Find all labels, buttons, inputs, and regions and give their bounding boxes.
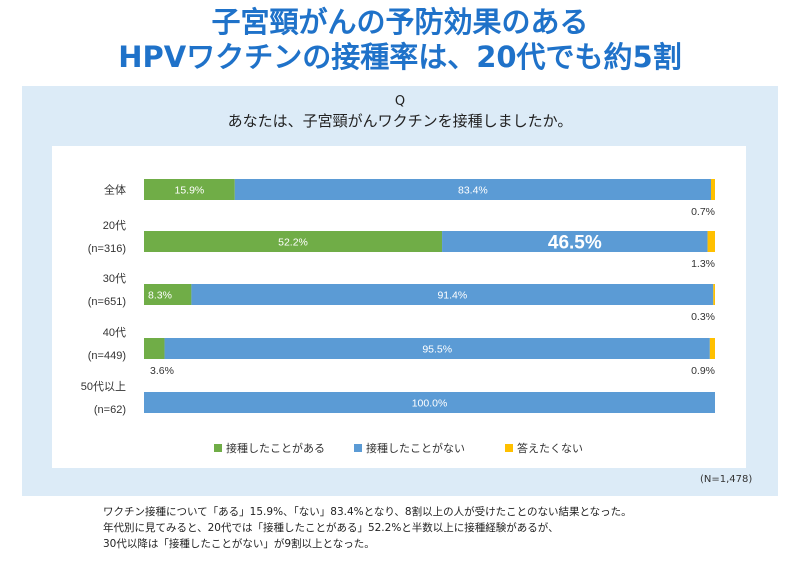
data-label: 91.4% bbox=[437, 290, 467, 302]
category-label: 40代 bbox=[103, 326, 126, 339]
category-label: 30代 bbox=[103, 272, 126, 285]
data-label: 15.9% bbox=[175, 185, 205, 197]
bar-segment bbox=[144, 179, 235, 200]
category-sample-label: (n=651) bbox=[88, 296, 126, 308]
data-label: 0.7% bbox=[691, 206, 715, 218]
bar-segment bbox=[144, 284, 192, 305]
question-mark: Q bbox=[394, 94, 406, 109]
bar-segment bbox=[711, 179, 715, 200]
legend-swatch bbox=[214, 444, 222, 452]
bar-segment bbox=[709, 338, 715, 359]
bar-segment bbox=[164, 338, 710, 359]
title-line-2: HPVワクチンの接種率は、20代でも約5割 bbox=[118, 40, 682, 74]
summary-line: ワクチン接種について「ある」15.9%、「ない」83.4%となり、8割以上の人が… bbox=[103, 506, 632, 518]
legend-label: 接種したことがある bbox=[226, 441, 325, 455]
data-label: 8.3% bbox=[148, 290, 172, 302]
legend-label: 接種したことがない bbox=[366, 441, 465, 455]
category-label: 50代以上 bbox=[81, 380, 126, 393]
question-text: あなたは、子宮頸がんワクチンを接種しましたか。 bbox=[227, 112, 573, 130]
category-sample-label: (n=449) bbox=[88, 350, 126, 362]
data-label: 0.3% bbox=[691, 311, 715, 323]
bar-segment bbox=[144, 231, 443, 252]
summary-line: 年代別に見てみると、20代では「接種したことがある」52.2%と半数以上に接種経… bbox=[103, 522, 559, 534]
bar-segment bbox=[713, 284, 715, 305]
summary-line: 30代以降は「接種したことがない」が9割以上となった。 bbox=[103, 538, 375, 550]
bar-segment bbox=[144, 392, 715, 413]
data-label: 1.3% bbox=[691, 258, 715, 270]
data-label: 95.5% bbox=[422, 344, 452, 356]
data-label: 52.2% bbox=[278, 237, 308, 249]
data-label: 0.9% bbox=[691, 365, 715, 377]
legend-swatch bbox=[505, 444, 513, 452]
data-label: 83.4% bbox=[458, 185, 488, 197]
data-label: 100.0% bbox=[412, 398, 448, 410]
sample-size-note: (N=1,478) bbox=[700, 474, 753, 485]
bar-segment bbox=[707, 231, 715, 252]
summary-text: ワクチン接種について「ある」15.9%、「ない」83.4%となり、8割以上の人が… bbox=[103, 504, 632, 552]
data-label: 3.6% bbox=[150, 365, 174, 377]
bar-segment bbox=[144, 338, 165, 359]
category-label: 20代 bbox=[103, 219, 126, 232]
stacked-bar-chart: 全体 15.9% 83.4% 0.7% 20代 (n=316) 52.2% 46.5% 1.3%… bbox=[81, 179, 715, 455]
category-sample-label: (n=316) bbox=[88, 243, 126, 255]
title-line-1: 子宮頸がんの予防効果のある bbox=[211, 5, 589, 39]
legend-label: 答えたくない bbox=[517, 441, 583, 455]
highlight-data-label: 46.5% bbox=[548, 233, 602, 254]
legend-swatch bbox=[354, 444, 362, 452]
category-label: 全体 bbox=[104, 183, 126, 197]
category-sample-label: (n=62) bbox=[94, 404, 126, 416]
bar-segment bbox=[234, 179, 712, 200]
chart-area: 全体 15.9% 83.4% 0.7% 20代 (n=316) 52.2% 46.5% 1.3%… bbox=[52, 146, 746, 468]
bar-segment bbox=[191, 284, 714, 305]
bar-segment bbox=[442, 231, 708, 252]
